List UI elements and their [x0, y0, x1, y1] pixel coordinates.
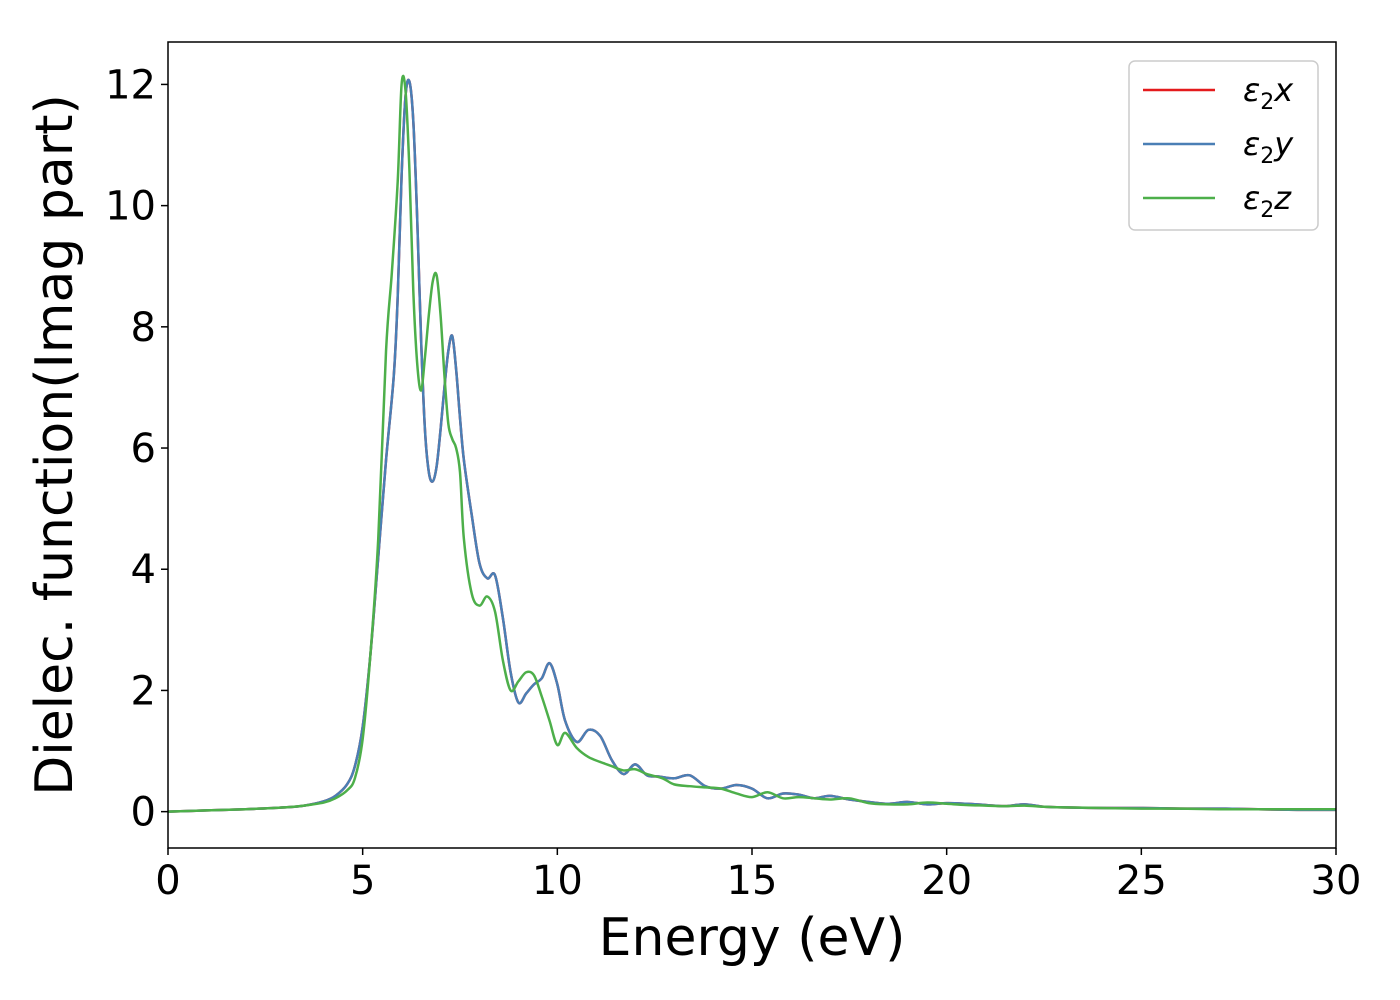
y-tick-label: 2: [131, 668, 156, 714]
x-tick-label: 30: [1311, 858, 1362, 904]
x-tick-label: 0: [155, 858, 180, 904]
y-tick-label: 4: [131, 547, 156, 593]
x-tick-label: 15: [727, 858, 778, 904]
legend-box: [1128, 60, 1319, 231]
y-tick-label: 12: [105, 62, 156, 108]
series-line-y: [167, 78, 1337, 813]
x-tick-label: 10: [532, 858, 583, 904]
series-line-z: [167, 74, 1336, 813]
legend: ε2x ε2y ε2z: [1128, 60, 1319, 231]
x-tick-label: 5: [350, 858, 375, 904]
x-axis-label: Energy (eV): [599, 908, 906, 968]
y-tick-label: 6: [131, 426, 156, 472]
y-axis-ticks: 0 2 4 6 8 10 12: [105, 62, 168, 836]
y-tick-label: 0: [131, 790, 156, 836]
y-tick-label: 10: [105, 184, 156, 230]
x-axis-ticks: 0 5 10 15 20 25 30: [155, 848, 1361, 904]
y-axis-label: Dielec. function(Imag part): [25, 94, 85, 796]
series-layer: [167, 74, 1337, 813]
legend-label-z: ε2z: [1243, 179, 1292, 223]
y-tick-label: 8: [131, 305, 156, 351]
legend-label-x: ε2x: [1243, 71, 1294, 115]
x-tick-label: 20: [921, 858, 972, 904]
x-tick-label: 25: [1116, 858, 1167, 904]
legend-label-y: ε2y: [1243, 125, 1294, 169]
